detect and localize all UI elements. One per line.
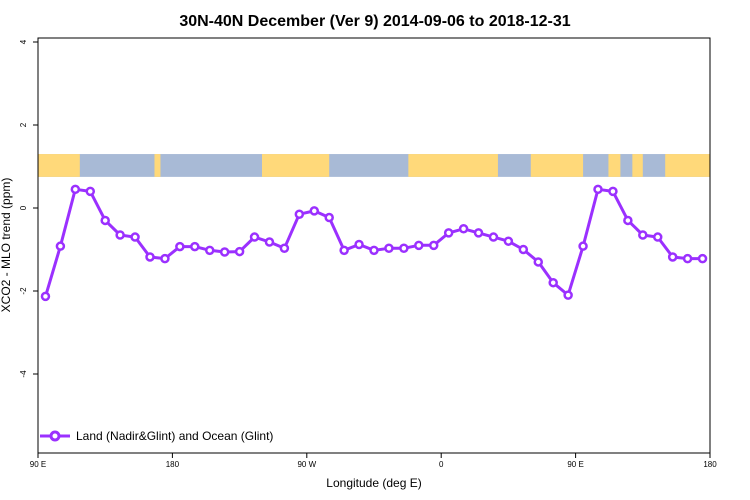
y-tick-label: 4 <box>19 39 28 44</box>
data-point <box>578 241 588 251</box>
data-point <box>160 253 170 264</box>
data-point <box>667 252 678 262</box>
data-point <box>100 215 110 226</box>
data-point <box>652 232 663 242</box>
map-land <box>154 154 161 177</box>
data-point <box>593 184 603 195</box>
data-point <box>443 228 454 238</box>
map-land <box>632 154 643 177</box>
x-axis-label: Longitude (deg E) <box>326 476 421 490</box>
data-point <box>608 186 618 197</box>
data-point <box>354 239 364 250</box>
map-land <box>408 154 498 177</box>
data-point <box>414 240 424 251</box>
data-point <box>190 241 200 252</box>
data-point <box>249 232 260 242</box>
x-tick-label: 0 <box>439 460 444 469</box>
data-point <box>115 230 125 240</box>
map-land <box>262 154 330 177</box>
map-land <box>530 154 584 177</box>
data-point <box>697 253 708 264</box>
data-point <box>399 243 409 254</box>
data-point <box>428 240 439 251</box>
series-line-group <box>40 184 708 302</box>
data-point <box>384 243 394 254</box>
legend-label: Land (Nadir&Glint) and Ocean (Glint) <box>76 429 273 443</box>
data-point <box>55 241 66 251</box>
series-line <box>44 187 703 297</box>
y-tick-label: 0 <box>19 205 28 210</box>
map-land <box>665 154 710 177</box>
y-tick-label: -2 <box>19 287 28 295</box>
data-point <box>548 277 558 288</box>
data-point <box>458 224 469 234</box>
data-point <box>204 245 215 256</box>
legend-marker-swatch <box>49 430 61 442</box>
y-tick-label: 2 <box>19 122 28 127</box>
data-point <box>682 253 693 264</box>
data-point <box>503 236 514 246</box>
data-point <box>623 215 633 226</box>
y-axis-label: XCO2 - MLO trend (ppm) <box>0 178 13 313</box>
data-point <box>324 212 334 223</box>
data-point <box>473 228 484 238</box>
data-point <box>369 245 379 256</box>
data-point <box>294 209 305 219</box>
x-tick-label: 180 <box>166 460 180 469</box>
data-point <box>85 186 96 197</box>
x-tick-label: 180 <box>703 460 717 469</box>
data-point <box>339 245 349 256</box>
map-band <box>38 154 710 177</box>
x-tick-label: 90 E <box>30 460 46 469</box>
y-axis: 4 2 0 -2 -4 <box>19 39 38 378</box>
data-point <box>638 230 648 240</box>
data-point <box>309 206 320 216</box>
data-point <box>130 232 140 242</box>
x-tick-label: 90 E <box>567 460 583 469</box>
map-land <box>38 154 80 177</box>
data-point <box>264 237 275 247</box>
data-point <box>40 291 51 302</box>
data-point <box>145 252 155 262</box>
data-point <box>234 246 245 257</box>
legend: Land (Nadir&Glint) and Ocean (Glint) <box>40 429 273 443</box>
data-point <box>563 290 573 300</box>
chart-title: 30N-40N December (Ver 9) 2014-09-06 to 2… <box>179 13 570 30</box>
data-point <box>488 232 499 242</box>
map-land <box>608 154 621 177</box>
data-point <box>175 241 185 252</box>
data-point <box>279 243 290 254</box>
x-tick-label: 90 W <box>297 460 316 469</box>
x-axis: 90 E 180 90 W 0 90 E 180 <box>30 453 717 469</box>
y-tick-label: -4 <box>19 370 28 378</box>
data-point <box>70 184 81 195</box>
plot-area <box>37 37 711 454</box>
data-point <box>533 257 544 267</box>
data-point <box>219 247 230 257</box>
data-point <box>518 244 529 255</box>
